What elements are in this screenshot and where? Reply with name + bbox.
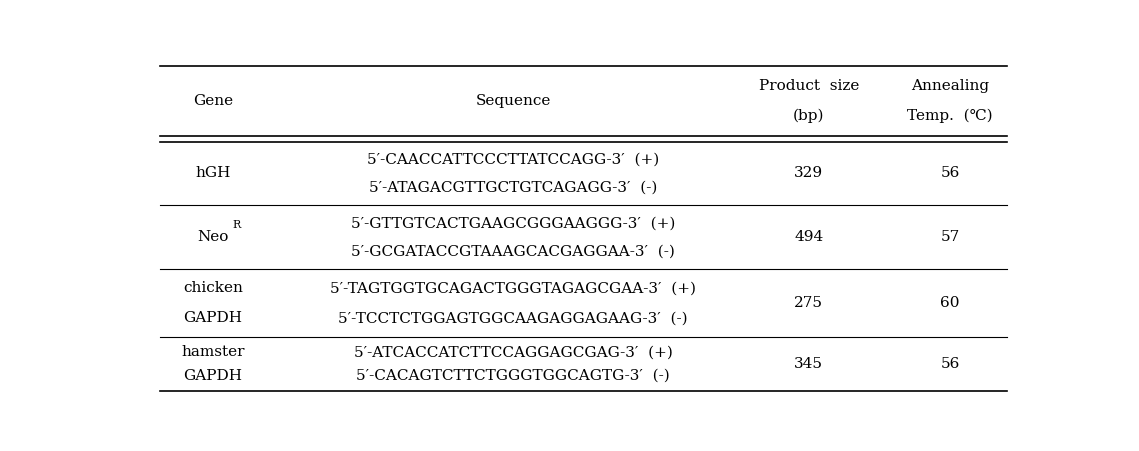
Text: 56: 56	[941, 166, 960, 180]
Text: 329: 329	[794, 166, 823, 180]
Text: 5′-ATCACCATCTTCCAGGAGCGAG-3′  (+): 5′-ATCACCATCTTCCAGGAGCGAG-3′ (+)	[354, 345, 672, 359]
Text: 5′-ATAGACGTTGCTGTCAGAGG-3′  (-): 5′-ATAGACGTTGCTGTCAGAGG-3′ (-)	[369, 180, 657, 194]
Text: hamster: hamster	[181, 345, 245, 359]
Text: Product  size: Product size	[759, 79, 859, 93]
Text: R: R	[232, 220, 240, 230]
Text: Gene: Gene	[192, 94, 233, 108]
Text: Neo: Neo	[197, 230, 229, 244]
Text: 57: 57	[941, 230, 960, 244]
Text: 5′-CAACCATTCCCTTATCCAGG-3′  (+): 5′-CAACCATTCCCTTATCCAGG-3′ (+)	[367, 152, 659, 166]
Text: 60: 60	[941, 296, 960, 310]
Text: GAPDH: GAPDH	[183, 311, 243, 325]
Text: 275: 275	[794, 296, 823, 310]
Text: Annealing: Annealing	[911, 79, 989, 93]
Text: chicken: chicken	[183, 281, 243, 295]
Text: 5′-TCCTCTGGAGTGGCAAGAGGAGAAG-3′  (-): 5′-TCCTCTGGAGTGGCAAGAGGAGAAG-3′ (-)	[338, 311, 688, 325]
Text: 5′-TAGTGGTGCAGACTGGGTAGAGCGAA-3′  (+): 5′-TAGTGGTGCAGACTGGGTAGAGCGAA-3′ (+)	[330, 281, 696, 295]
Text: GAPDH: GAPDH	[183, 369, 243, 383]
Text: 5′-CACAGTCTTCTGGGTGGCAGTG-3′  (-): 5′-CACAGTCTTCTGGGTGGCAGTG-3′ (-)	[357, 369, 670, 383]
Text: 5′-GCGATACCGTAAAGCACGAGGAA-3′  (-): 5′-GCGATACCGTAAAGCACGAGGAA-3′ (-)	[351, 244, 675, 258]
Text: (bp): (bp)	[793, 109, 825, 124]
Text: Sequence: Sequence	[475, 94, 551, 108]
Text: 494: 494	[794, 230, 823, 244]
Text: hGH: hGH	[195, 166, 231, 180]
Text: 5′-GTTGTCACTGAAGCGGGAAGGG-3′  (+): 5′-GTTGTCACTGAAGCGGGAAGGG-3′ (+)	[351, 216, 675, 230]
Text: 345: 345	[794, 357, 823, 371]
Text: Temp.  (℃): Temp. (℃)	[908, 109, 993, 124]
Text: 56: 56	[941, 357, 960, 371]
